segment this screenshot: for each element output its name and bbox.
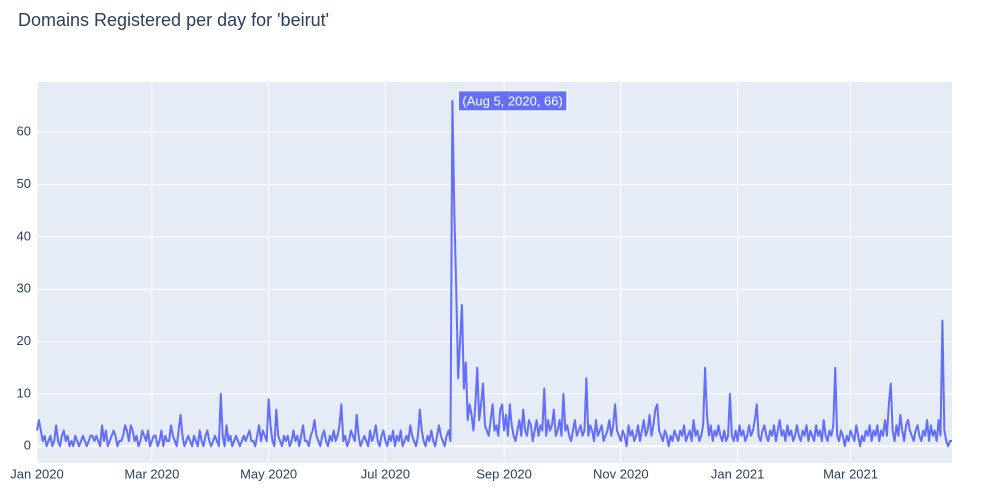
y-tick-label: 60: [17, 124, 31, 139]
x-tick-label: Sep 2020: [476, 466, 532, 481]
y-tick-label: 0: [24, 438, 31, 453]
marks: (Aug 5, 2020, 66): [36, 90, 952, 448]
hover-box: [457, 90, 568, 112]
x-tick-label: Jan 2020: [10, 466, 64, 481]
x-tick-label: Mar 2020: [124, 466, 179, 481]
y-tick-label: 30: [17, 281, 31, 296]
x-tick-label: Mar 2021: [823, 466, 878, 481]
plot-background: [37, 82, 952, 463]
grid: [36, 82, 952, 463]
x-tick-label: Jul 2020: [361, 466, 410, 481]
y-tick-label: 50: [17, 176, 31, 191]
chart-title: Domains Registered per day for 'beirut': [18, 10, 329, 30]
hover-text: (Aug 5, 2020, 66): [462, 93, 562, 108]
line-series: [36, 99, 952, 448]
y-tick-label: 20: [17, 333, 31, 348]
x-tick-label: Jan 2021: [711, 466, 765, 481]
x-tick-label: May 2020: [240, 466, 297, 481]
x-tick-label: Nov 2020: [593, 466, 649, 481]
y-tick-label: 10: [17, 385, 31, 400]
y-tick-label: 40: [17, 228, 31, 243]
hover-label: (Aug 5, 2020, 66): [457, 90, 568, 112]
